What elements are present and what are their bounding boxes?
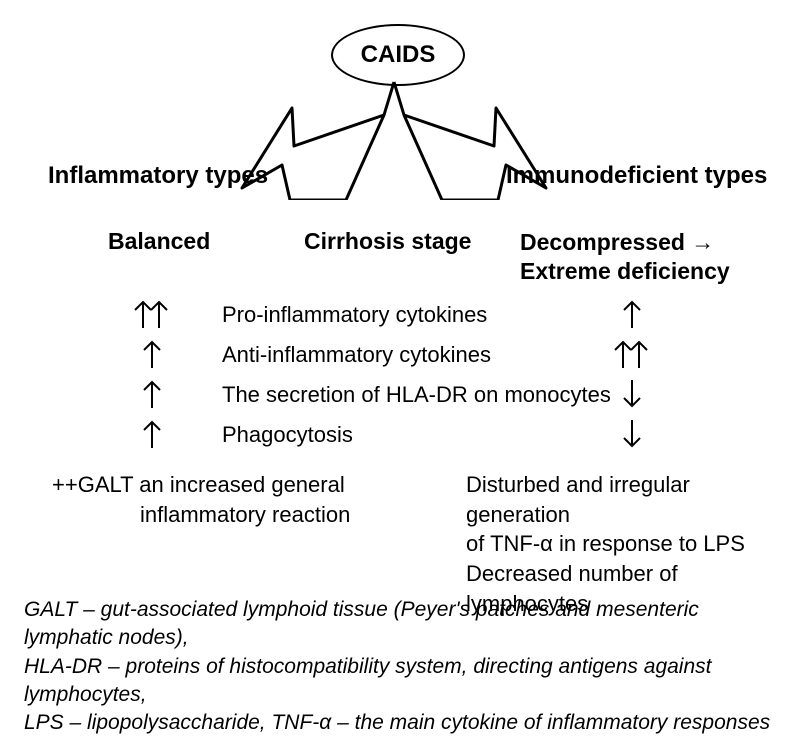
right-arrow-3-icon xyxy=(620,378,644,410)
mid-row-2: Anti-inflammatory cytokines xyxy=(222,342,491,368)
title-text: CAIDS xyxy=(361,41,436,69)
left-notes: ++GALT an increased general inflammatory… xyxy=(52,470,350,529)
left-arrow-2-icon xyxy=(140,338,164,370)
left-prefix: ++ xyxy=(52,472,78,497)
right-line1: Disturbed and irregular generation xyxy=(466,472,690,527)
left-line2: inflammatory reaction xyxy=(52,500,350,530)
legend-block: GALT – gut-associated lymphoid tissue (P… xyxy=(24,596,774,738)
right-arrow-4-icon xyxy=(620,418,644,450)
legend-line2: HLA-DR – proteins of histocompatibility … xyxy=(24,655,711,706)
diagram-root: CAIDS Inflammatory types Immunodeficient… xyxy=(0,0,793,725)
left-line1: GALT an increased general xyxy=(78,472,345,497)
title-ellipse: CAIDS xyxy=(331,24,465,86)
left-arrow-1-icon xyxy=(134,298,170,330)
legend-line1: GALT – gut-associated lymphoid tissue (P… xyxy=(24,598,699,649)
decompressed-line1: Decompressed → xyxy=(520,229,714,255)
left-arrow-3-icon xyxy=(140,378,164,410)
subheader-decompressed: Decompressed → Extreme deficiency xyxy=(520,228,730,286)
decompressed-line2: Extreme deficiency xyxy=(520,258,730,284)
right-arrow-1-icon xyxy=(620,298,644,330)
mid-row-1: Pro-inflammatory cytokines xyxy=(222,302,487,328)
right-line2: of TNF-α in response to LPS xyxy=(466,531,745,556)
subheader-cirrhosis: Cirrhosis stage xyxy=(304,228,471,255)
left-arrow-4-icon xyxy=(140,418,164,450)
header-immunodeficient: Immunodeficient types xyxy=(506,162,767,190)
mid-row-4: Phagocytosis xyxy=(222,422,353,448)
header-inflammatory: Inflammatory types xyxy=(48,162,268,190)
mid-row-3: The secretion of HLA-DR on monocytes xyxy=(222,382,611,408)
subheader-balanced: Balanced xyxy=(108,228,210,255)
right-arrow-2-icon xyxy=(614,338,650,370)
legend-line3: LPS – lipopolysaccharide, TNF-α – the ma… xyxy=(24,711,770,734)
